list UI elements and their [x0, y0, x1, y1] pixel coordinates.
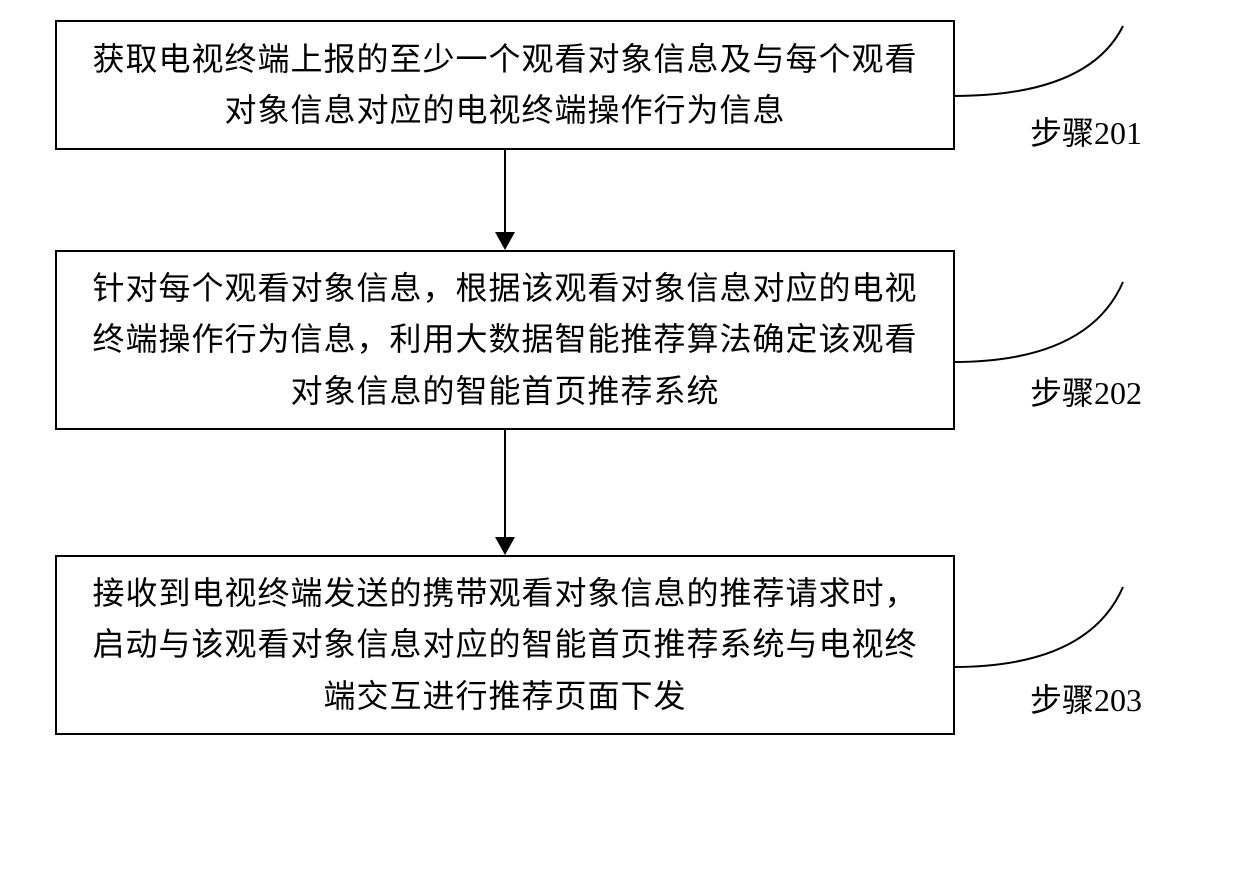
step-text-201: 获取电视终端上报的至少一个观看对象信息及与每个观看对象信息对应的电视终端操作行为… — [87, 34, 923, 136]
step-text-202: 针对每个观看对象信息，根据该观看对象信息对应的电视终端操作行为信息，利用大数据智… — [87, 263, 923, 417]
flowchart-container: 获取电视终端上报的至少一个观看对象信息及与每个观看对象信息对应的电视终端操作行为… — [55, 20, 1185, 735]
step-box-201: 获取电视终端上报的至少一个观看对象信息及与每个观看对象信息对应的电视终端操作行为… — [55, 20, 955, 150]
arrow-1 — [55, 150, 955, 250]
step-text-203: 接收到电视终端发送的携带观看对象信息的推荐请求时，启动与该观看对象信息对应的智能… — [87, 568, 923, 722]
step-box-203: 接收到电视终端发送的携带观看对象信息的推荐请求时，启动与该观看对象信息对应的智能… — [55, 555, 955, 735]
step-label-203: 步骤203 — [1030, 675, 1142, 721]
step-box-202: 针对每个观看对象信息，根据该观看对象信息对应的电视终端操作行为信息，利用大数据智… — [55, 250, 955, 430]
connector-curve-201 — [948, 16, 1178, 106]
arrow-2 — [55, 430, 955, 555]
step-label-201: 步骤201 — [1030, 108, 1142, 154]
step-label-202: 步骤202 — [1030, 368, 1142, 414]
connector-curve-203 — [948, 577, 1178, 677]
connector-curve-202 — [948, 272, 1178, 372]
